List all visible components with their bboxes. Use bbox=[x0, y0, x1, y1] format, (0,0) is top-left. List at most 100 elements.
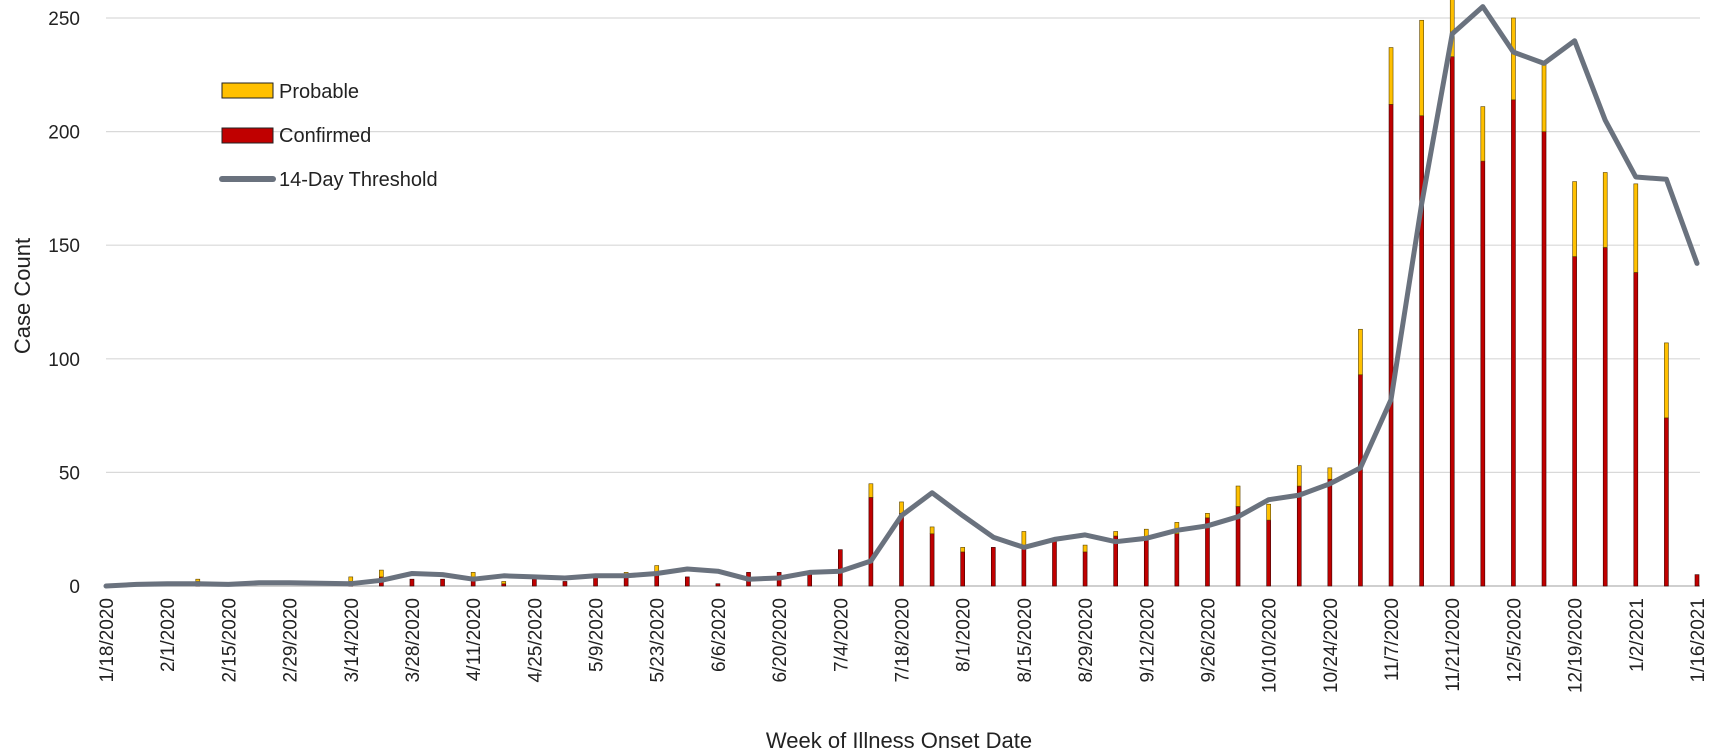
bar-probable bbox=[501, 581, 507, 585]
bar-confirmed bbox=[1602, 247, 1608, 587]
bar-confirmed bbox=[838, 549, 843, 587]
bar-probable bbox=[379, 569, 384, 578]
bar-confirmed bbox=[868, 497, 874, 587]
x-tick-label: 6/20/2020 bbox=[770, 598, 791, 683]
x-tick-label: 3/14/2020 bbox=[342, 598, 363, 683]
threshold-line bbox=[103, 4, 1700, 589]
y-tick-labels: 0 50 100 150 200 250 bbox=[48, 9, 80, 598]
bar-probable bbox=[1082, 544, 1088, 553]
bar-confirmed bbox=[929, 533, 935, 587]
bar-confirmed bbox=[1572, 256, 1577, 587]
x-tick-label: 1/18/2020 bbox=[97, 598, 118, 683]
x-tick-label: 4/25/2020 bbox=[525, 598, 546, 683]
y-axis-title: Case Count bbox=[10, 238, 35, 354]
legend-swatch-confirmed bbox=[221, 127, 274, 144]
bar-confirmed bbox=[1296, 485, 1302, 587]
bar-probable bbox=[1664, 342, 1669, 419]
bar-confirmed bbox=[501, 583, 507, 587]
x-tick-label: 2/15/2020 bbox=[219, 598, 240, 683]
bar-confirmed bbox=[440, 578, 445, 587]
bar-probable bbox=[1419, 19, 1424, 116]
bar-confirmed bbox=[1266, 519, 1271, 587]
bar-probable bbox=[1449, 0, 1455, 57]
bar-confirmed bbox=[960, 551, 965, 587]
bar-confirmed bbox=[899, 512, 904, 587]
bar-probable bbox=[1113, 531, 1118, 537]
bar-confirmed bbox=[1052, 540, 1057, 587]
bar-confirmed bbox=[685, 576, 690, 587]
x-tick-label: 10/24/2020 bbox=[1321, 598, 1342, 693]
gridlines bbox=[106, 17, 1700, 587]
x-tick-label: 2/1/2020 bbox=[158, 598, 179, 672]
bar-probable bbox=[868, 483, 874, 498]
bar-probable bbox=[1480, 106, 1486, 162]
bar-confirmed bbox=[1388, 104, 1394, 587]
bar-confirmed bbox=[1021, 547, 1027, 587]
x-tick-label: 7/18/2020 bbox=[893, 598, 914, 683]
x-tick-label: 1/16/2021 bbox=[1688, 598, 1709, 683]
bar-confirmed bbox=[1480, 160, 1486, 587]
bar-probable bbox=[1572, 181, 1577, 257]
x-tick-label: 9/12/2020 bbox=[1137, 598, 1158, 683]
bar-confirmed bbox=[654, 574, 660, 587]
x-tick-label: 1/2/2021 bbox=[1627, 598, 1648, 672]
bar-probable bbox=[1296, 465, 1302, 487]
bar-confirmed bbox=[1358, 374, 1363, 587]
bar-probable bbox=[1388, 47, 1394, 105]
bar-confirmed bbox=[1541, 131, 1547, 587]
bar-confirmed bbox=[409, 578, 415, 587]
bar-confirmed bbox=[1174, 533, 1180, 587]
bar-probable bbox=[1266, 503, 1271, 521]
bar-probable bbox=[1633, 183, 1639, 273]
bar-probable bbox=[470, 572, 476, 578]
bar-probable bbox=[195, 578, 201, 582]
bar-confirmed bbox=[1082, 551, 1088, 587]
threshold-line-group bbox=[103, 4, 1700, 589]
bars bbox=[195, 0, 1700, 587]
y-tick-label: 100 bbox=[48, 350, 80, 371]
bar-probable bbox=[1205, 512, 1210, 519]
bar-probable bbox=[1358, 328, 1363, 376]
y-tick-label: 200 bbox=[48, 123, 80, 144]
x-tick-label: 2/29/2020 bbox=[281, 598, 302, 683]
bar-confirmed bbox=[715, 583, 721, 587]
legend-swatch-probable bbox=[221, 82, 274, 99]
legend: Probable Confirmed 14-Day Threshold bbox=[219, 81, 438, 191]
bar-confirmed bbox=[532, 578, 537, 587]
bar-confirmed bbox=[1694, 574, 1700, 587]
bar-confirmed bbox=[1511, 99, 1516, 587]
bar-confirmed bbox=[990, 547, 996, 587]
x-tick-label: 6/6/2020 bbox=[709, 598, 730, 672]
legend-label-probable: Probable bbox=[279, 81, 359, 103]
y-tick-label: 250 bbox=[48, 9, 80, 30]
bar-probable bbox=[348, 576, 354, 582]
x-tick-label: 11/21/2020 bbox=[1443, 598, 1464, 692]
x-tick-label: 11/7/2020 bbox=[1382, 598, 1403, 681]
bar-confirmed bbox=[1143, 537, 1149, 587]
bar-probable bbox=[960, 547, 965, 553]
x-axis-title: Week of Illness Onset Date bbox=[766, 728, 1032, 753]
x-tick-label: 3/28/2020 bbox=[403, 598, 424, 683]
bar-confirmed bbox=[1449, 56, 1455, 587]
x-tick-label: 8/15/2020 bbox=[1015, 598, 1036, 683]
x-tick-label: 12/5/2020 bbox=[1504, 598, 1525, 683]
x-tick-label: 5/9/2020 bbox=[587, 598, 608, 672]
x-tick-label: 9/26/2020 bbox=[1198, 598, 1219, 683]
bar-confirmed bbox=[1633, 272, 1639, 587]
x-tick-label: 4/11/2020 bbox=[464, 598, 485, 681]
bar-probable bbox=[1511, 17, 1516, 101]
y-tick-label: 150 bbox=[48, 236, 80, 257]
y-tick-label: 0 bbox=[69, 577, 80, 598]
x-tick-label: 8/29/2020 bbox=[1076, 598, 1097, 683]
x-tick-label: 7/4/2020 bbox=[831, 598, 852, 672]
bar-probable bbox=[1235, 485, 1241, 507]
legend-label-threshold: 14-Day Threshold bbox=[279, 169, 438, 191]
bar-probable bbox=[1327, 467, 1333, 480]
bar-probable bbox=[1602, 172, 1608, 248]
x-tick-label: 10/10/2020 bbox=[1260, 598, 1281, 693]
legend-label-confirmed: Confirmed bbox=[279, 125, 371, 147]
bar-confirmed bbox=[562, 581, 568, 587]
bar-probable bbox=[929, 526, 935, 535]
bar-confirmed bbox=[1327, 478, 1333, 587]
